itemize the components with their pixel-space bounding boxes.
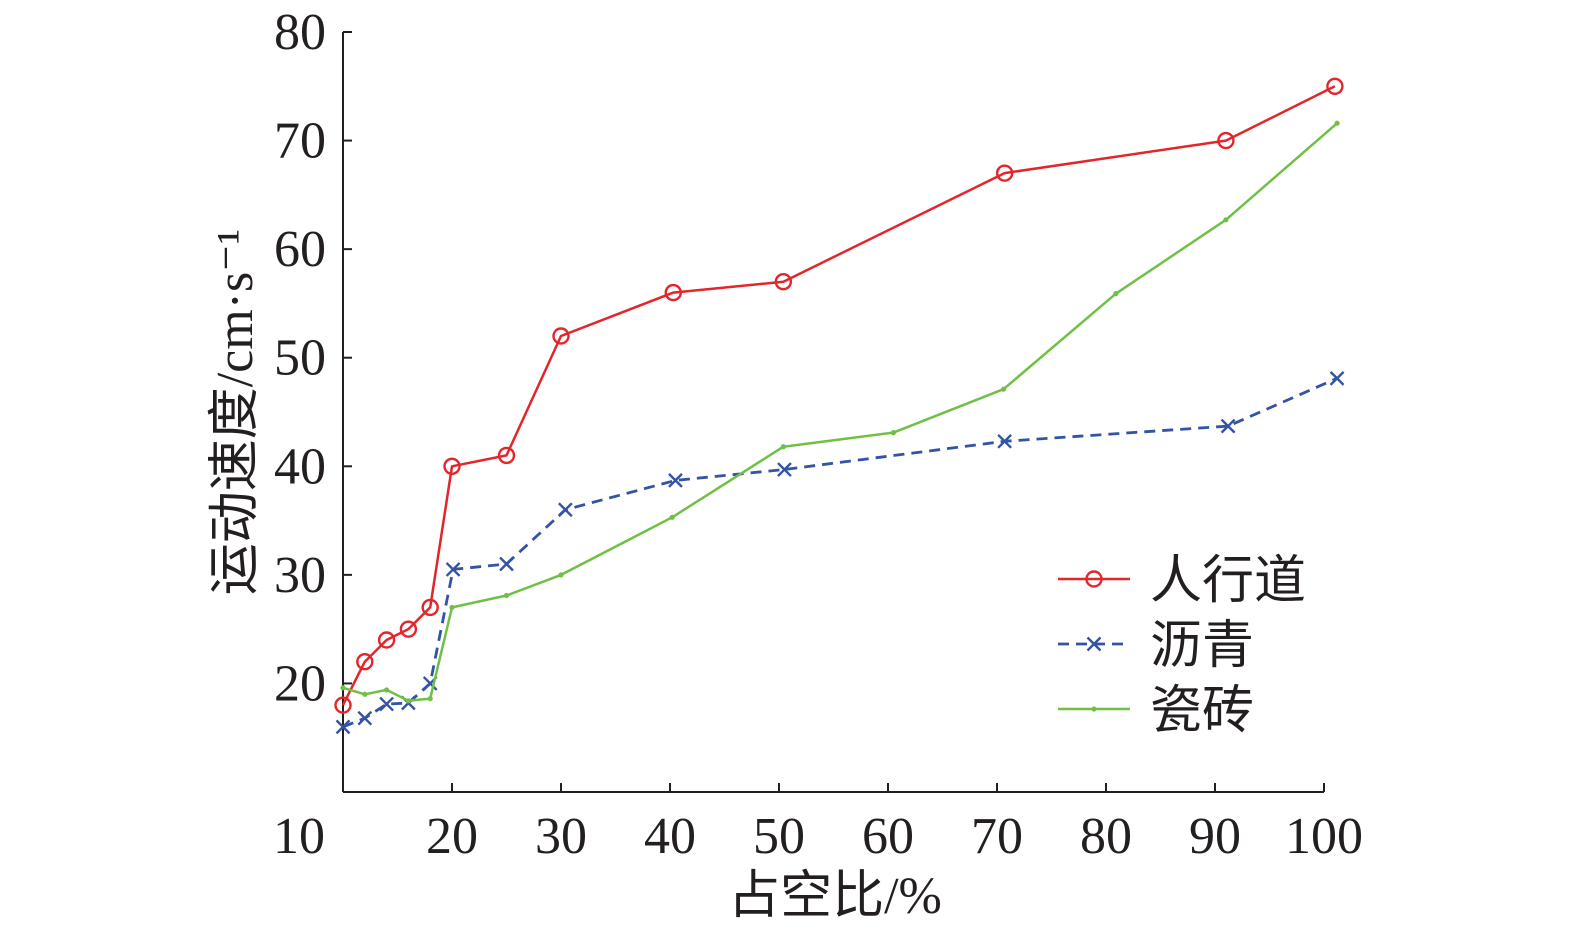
- series-1-point-1: [334, 696, 352, 714]
- y-tick-label-50: 50: [274, 330, 326, 387]
- series-3-point-7: [503, 592, 510, 599]
- series-3-point-6: [449, 604, 455, 611]
- series-1: [334, 77, 1344, 714]
- series-2-point-8: [558, 502, 573, 518]
- x-tick-label-60: 60: [862, 808, 914, 865]
- legend-label-3: 瓷砖: [1150, 683, 1254, 740]
- y-tick-label-40: 40: [274, 438, 326, 495]
- y-tick-label-20: 20: [274, 655, 326, 712]
- x-tick-label-40: 40: [644, 808, 696, 865]
- series-3-point-3: [384, 687, 390, 693]
- series-3-point-15: [1334, 120, 1340, 126]
- series-1-point-2: [356, 653, 374, 671]
- series-2-point-7: [499, 556, 514, 572]
- series-3-point-9: [669, 514, 675, 520]
- x-tick-label-80: 80: [1080, 808, 1132, 865]
- legend-label-2: 沥青: [1150, 618, 1254, 675]
- legend-item-1: 人行道: [1058, 553, 1306, 610]
- legend-item-3: 瓷砖: [1058, 683, 1254, 740]
- legend-swatch-marker-3: [1091, 706, 1097, 712]
- legend-swatch-marker-1: [1085, 570, 1103, 588]
- plot-area: [334, 77, 1345, 735]
- y-tick-label-80: 80: [274, 4, 326, 61]
- series-3-point-10: [780, 444, 786, 450]
- series-1-point-5: [421, 598, 439, 617]
- x-tick-label-30: 30: [535, 808, 587, 865]
- series-1-point-11: [995, 164, 1014, 182]
- series-2-point-6: [445, 562, 461, 577]
- y-tick-label-70: 70: [274, 113, 326, 170]
- x-axis-label: 占空比/%: [728, 868, 942, 925]
- series-2-point-1: [335, 719, 351, 735]
- series-3-point-14: [1223, 217, 1229, 223]
- legend-item-2: 沥青: [1058, 618, 1254, 675]
- x-tick-label-10: 10: [273, 808, 325, 865]
- y-axis-label: 运动速度/cm·s⁻¹: [207, 229, 264, 596]
- series-line-3: [342, 122, 1338, 703]
- series-3-point-5: [427, 696, 433, 702]
- series-2-point-11: [997, 433, 1012, 449]
- series-1-point-6: [443, 457, 461, 475]
- series-1-point-9: [664, 283, 682, 302]
- y-tick-label-60: 60: [274, 221, 326, 278]
- x-tick-label-100: 100: [1285, 808, 1363, 865]
- series-2-point-2: [357, 710, 373, 726]
- series-1-point-7: [497, 446, 516, 465]
- series-1-point-4: [399, 620, 418, 638]
- series-3-point-11: [890, 430, 897, 436]
- series-1-point-13: [1326, 77, 1344, 95]
- legend-swatch-marker-2: [1086, 636, 1102, 652]
- y-tick-label-30: 30: [274, 547, 326, 604]
- series-3-point-2: [362, 691, 368, 697]
- x-axis: 10 20 30 40 50 60 70 80 90 100: [273, 783, 1363, 865]
- series-3-point-8: [558, 572, 564, 578]
- series-2-point-3: [379, 696, 394, 712]
- series-2-point-12: [1220, 418, 1236, 434]
- series-line-1: [341, 85, 1336, 706]
- series-2-point-9: [668, 473, 683, 488]
- series-1-point-12: [1217, 131, 1235, 150]
- series-2-point-10: [777, 462, 792, 477]
- series-3: [340, 120, 1340, 704]
- series-1-point-10: [774, 273, 793, 291]
- y-axis: 20 30 40 50 60 70 80: [274, 4, 352, 792]
- series-3-point-13: [1113, 291, 1119, 297]
- series-3-point-12: [1000, 386, 1007, 392]
- series-1-point-8: [552, 327, 570, 345]
- x-tick-label-50: 50: [753, 808, 805, 865]
- x-tick-label-70: 70: [971, 808, 1023, 865]
- x-tick-label-90: 90: [1189, 808, 1241, 865]
- series-2-point-13: [1329, 370, 1345, 386]
- x-tick-label-20: 20: [426, 808, 478, 865]
- series-3-point-1: [340, 685, 346, 691]
- series-1-point-3: [377, 631, 396, 649]
- legend-label-1: 人行道: [1150, 553, 1306, 610]
- series-3-point-4: [405, 698, 411, 704]
